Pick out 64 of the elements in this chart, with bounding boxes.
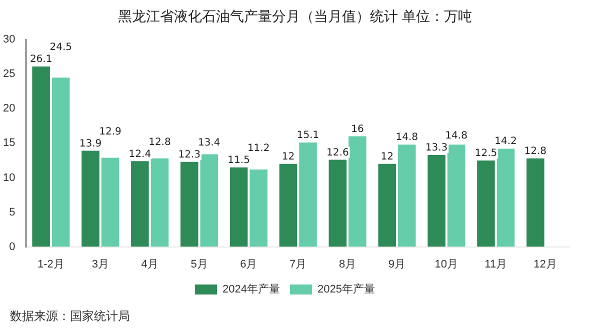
bar: [398, 144, 416, 247]
bar: [52, 78, 70, 247]
bar: [101, 158, 120, 247]
data-label: 12.5: [474, 148, 498, 160]
data-label: 14.8: [396, 132, 418, 144]
y-tick-label: 0: [9, 240, 16, 253]
bar: [279, 164, 298, 247]
bar: [299, 142, 317, 247]
bar: [32, 66, 50, 247]
data-label: 11.5: [228, 154, 250, 166]
source-note: 数据来源：国家统计局: [10, 308, 130, 325]
legend-label: 2025年产量: [318, 282, 375, 296]
data-label: 11.2: [247, 142, 270, 154]
bar: [82, 150, 100, 247]
x-tick-label: 11月: [484, 258, 508, 270]
bar: [230, 167, 248, 247]
data-label: 12.3: [178, 149, 200, 160]
bar: [428, 154, 446, 247]
bar: [200, 154, 218, 247]
x-tick-label: 3月: [92, 258, 109, 270]
data-label: 12.8: [148, 136, 171, 148]
y-tick-label: 15: [2, 137, 16, 150]
data-label: 13.9: [79, 138, 102, 150]
data-label: 13.3: [425, 142, 448, 154]
data-label: 24.5: [50, 42, 72, 54]
bar: [150, 158, 169, 247]
bar: [447, 144, 466, 247]
data-label: 12.9: [99, 126, 122, 138]
bar: [328, 160, 347, 247]
y-tick-label: 5: [9, 206, 16, 218]
y-tick-label: 20: [2, 102, 16, 115]
data-label: 16: [351, 124, 364, 135]
data-label: 13.4: [198, 137, 220, 148]
x-tick-label: 8月: [338, 258, 356, 270]
x-tick-label: 10月: [434, 258, 458, 270]
x-tick-label: 9月: [388, 258, 406, 270]
legend-label: 2024年产量: [222, 282, 280, 296]
x-tick-label: 7月: [290, 258, 307, 270]
bar: [526, 158, 544, 247]
data-label: 12.8: [524, 146, 547, 157]
y-tick-label: 30: [2, 34, 16, 46]
data-label: 12.4: [128, 148, 152, 160]
bar: [131, 161, 149, 247]
data-label: 15.1: [296, 130, 320, 142]
x-tick-label: 6月: [240, 258, 258, 270]
data-label: 26.1: [30, 54, 52, 66]
bar: [180, 162, 198, 247]
bar: [477, 160, 495, 247]
bar: [378, 164, 396, 247]
bar: [496, 148, 515, 247]
y-tick-label: 10: [2, 172, 16, 184]
y-tick-label: 25: [2, 68, 16, 80]
bar: [250, 169, 268, 247]
data-label: 14.2: [494, 136, 517, 148]
data-label: 12: [282, 152, 295, 163]
x-tick-label: 5月: [190, 258, 208, 270]
data-label: 12: [380, 152, 394, 163]
data-label: 12.6: [326, 147, 349, 158]
bar: [348, 136, 366, 247]
data-label: 14.8: [445, 130, 468, 142]
chart-title: 黑龙江省液化石油气产量分月（当月值）统计 单位：万吨: [116, 8, 474, 26]
x-tick-label: 1-2月: [38, 258, 64, 270]
x-tick-label: 12月: [534, 258, 557, 270]
x-tick-label: 4月: [141, 258, 158, 270]
